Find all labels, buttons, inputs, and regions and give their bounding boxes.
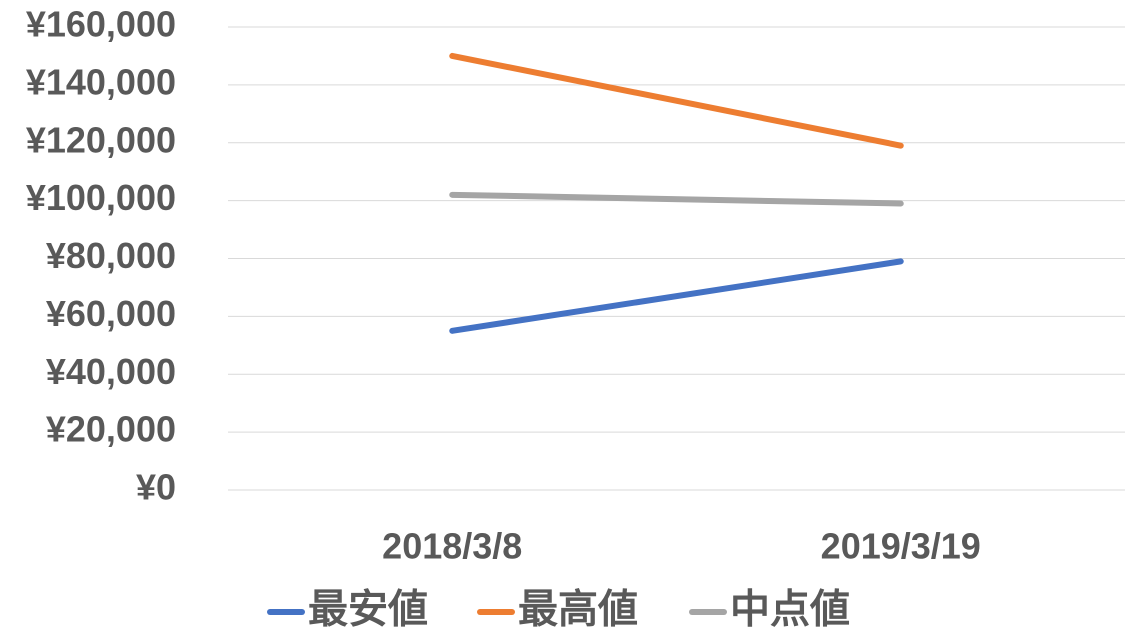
legend-label: 最高値 — [518, 588, 638, 632]
y-tick-label: ¥120,000 — [26, 119, 176, 160]
y-tick-label: ¥0 — [136, 467, 176, 508]
y-tick-label: ¥160,000 — [26, 4, 176, 45]
x-tick-label: 2019/3/19 — [821, 526, 981, 567]
series-line — [449, 191, 904, 207]
y-tick-label: ¥20,000 — [46, 409, 176, 450]
y-tick-label: ¥140,000 — [26, 61, 176, 102]
y-tick-label: ¥100,000 — [26, 177, 176, 218]
series-line — [449, 258, 904, 334]
x-tick-label: 2018/3/8 — [382, 526, 522, 567]
legend-label: 中点値 — [730, 588, 850, 632]
y-tick-label: ¥40,000 — [46, 351, 176, 392]
y-tick-label: ¥80,000 — [46, 235, 176, 276]
y-tick-label: ¥60,000 — [46, 293, 176, 334]
series-line — [449, 52, 904, 149]
legend-label: 最安値 — [308, 588, 428, 632]
